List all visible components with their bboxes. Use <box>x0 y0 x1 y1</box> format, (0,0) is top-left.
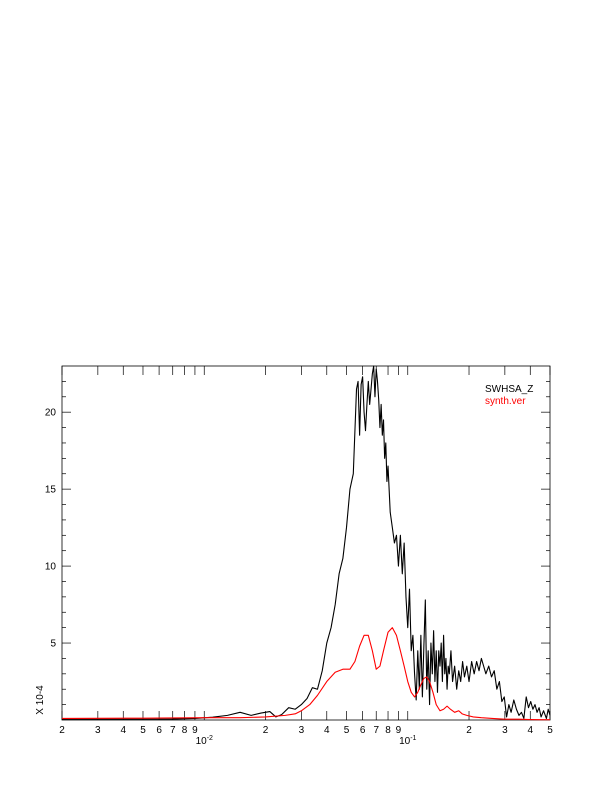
minor-ticks <box>62 381 550 705</box>
x-tick-label: 4 <box>324 725 330 736</box>
x-tick-label: 3 <box>95 725 101 736</box>
x-tick-label: 5 <box>547 725 553 736</box>
x-tick-label: 9 <box>396 725 402 736</box>
x-tick-label: 6 <box>156 725 162 736</box>
y-tick-labels: 5 10 15 20 <box>45 408 57 650</box>
y-tick-label: 10 <box>45 562 57 573</box>
y-multiplier-label: X 10-4 <box>35 685 46 715</box>
legend-entry: SWHSA_Z <box>485 384 533 395</box>
x-tick-label: 8 <box>182 725 188 736</box>
major-ticks <box>61 366 551 720</box>
x-tick-labels: 2 3 4 5 6 7 8 9 2 3 4 5 6 7 8 9 2 3 4 510-2 10-1 <box>59 725 553 747</box>
x-tick-label: 5 <box>140 725 146 736</box>
x-tick-label: 4 <box>120 725 126 736</box>
x-tick-label: 8 <box>385 725 391 736</box>
x-tick-label: 9 <box>192 725 198 736</box>
legend-entry: synth.ver <box>485 396 526 407</box>
series-line-synth-ver <box>61 627 550 721</box>
x-tick-label: 7 <box>170 725 176 736</box>
x-tick-label: 6 <box>360 725 366 736</box>
y-tick-label: 15 <box>45 485 57 496</box>
x-tick-label: 5 <box>344 725 350 736</box>
x-tick-label: 2 <box>466 725 472 736</box>
plot-frame <box>61 365 551 721</box>
x-tick-label: 7 <box>373 725 379 736</box>
x-decade-label: 10-2 <box>196 735 213 747</box>
series-lines <box>61 365 551 721</box>
y-tick-label: 20 <box>45 408 57 419</box>
x-tick-label: 3 <box>299 725 305 736</box>
x-decade-label: 10-1 <box>399 735 416 747</box>
x-tick-label: 2 <box>59 725 65 736</box>
series-line-swhsa-z <box>62 365 551 720</box>
x-tick-label: 4 <box>527 725 533 736</box>
x-tick-label: 2 <box>263 725 269 736</box>
y-tick-label: 5 <box>50 639 56 650</box>
x-tick-label: 3 <box>502 725 508 736</box>
